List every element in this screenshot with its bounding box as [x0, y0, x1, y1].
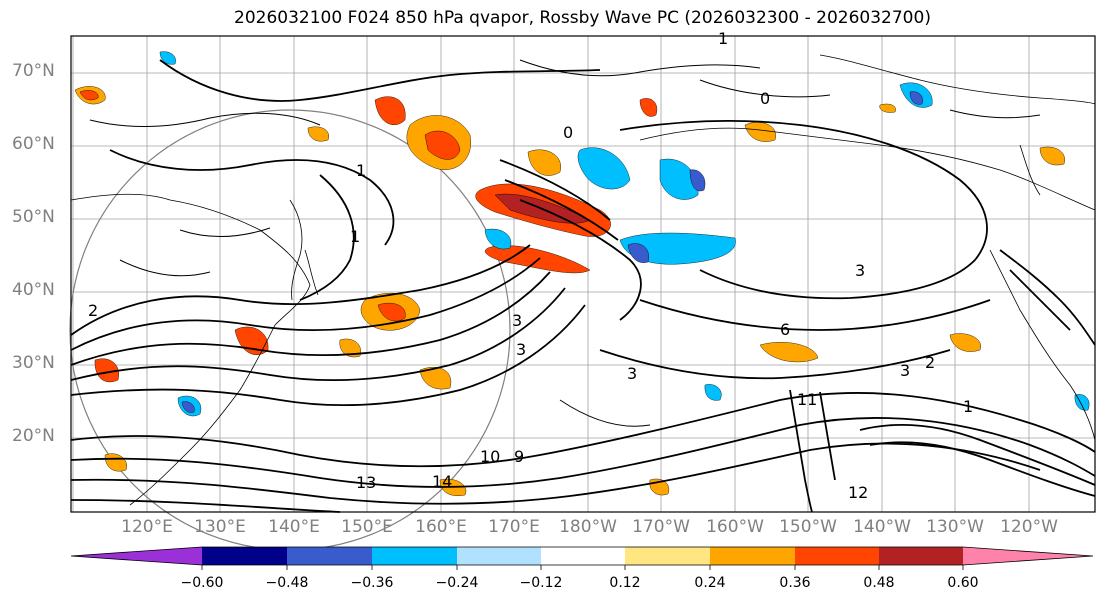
colorbar-tick-label: −0.12	[519, 575, 563, 591]
colorbar-tick-label: 0.24	[694, 575, 726, 591]
lat-label-20n: 20°N	[12, 426, 55, 446]
contour-label: 1	[356, 161, 366, 180]
contour-label: 3	[627, 364, 637, 383]
lon-label: 140°E	[268, 517, 320, 537]
contour-label: 13	[356, 473, 376, 492]
lon-label: 140°W	[853, 517, 911, 537]
colorbar	[70, 546, 1094, 570]
lat-label-70n: 70°N	[12, 61, 55, 81]
positive-anomaly-patches	[74, 86, 1065, 496]
map-title: 2026032100 F024 850 hPa qvapor, Rossby W…	[234, 8, 931, 28]
contour-label: 3	[516, 340, 526, 359]
lon-label: 130°W	[926, 517, 984, 537]
colorbar-segment	[963, 547, 1093, 565]
contour-label: 10	[480, 447, 500, 466]
colorbar-segment	[541, 547, 625, 565]
lon-label: 120°W	[1000, 517, 1058, 537]
colorbar-segment	[457, 547, 541, 565]
contour-label: 2	[925, 353, 935, 372]
contour-label: 0	[563, 123, 573, 142]
colorbar-segment	[202, 547, 287, 565]
colorbar-tick-label: −0.60	[180, 575, 224, 591]
contour-label: 3	[855, 261, 865, 280]
lon-label: 170°E	[488, 517, 540, 537]
lon-label: 120°E	[121, 517, 173, 537]
contour-labels: 1 0 0 1 3 1 3 2 3 6 9 11 10 12 13 14 1 3…	[88, 29, 973, 502]
contour-label: 0	[760, 89, 770, 108]
contour-label: 11	[797, 390, 817, 409]
map-background	[71, 36, 1095, 512]
lon-label: 150°E	[341, 517, 393, 537]
map-frame	[70, 35, 1096, 513]
lat-label-50n: 50°N	[12, 207, 55, 227]
contour-label: 1	[350, 227, 360, 246]
colorbar-segment	[879, 547, 963, 565]
contour-label: 1	[718, 29, 728, 48]
colorbar-segment	[287, 547, 372, 565]
colorbar-segment	[795, 547, 879, 565]
contours	[70, 59, 1096, 513]
colorbar-tick-label: 0.12	[609, 575, 641, 591]
lon-label: 170°W	[632, 517, 690, 537]
colorbar-segment	[372, 547, 457, 565]
lon-label: 160°E	[415, 517, 467, 537]
colorbar-tick-label: 0.48	[863, 575, 895, 591]
lon-label: 160°W	[706, 517, 764, 537]
contour-label: 3	[900, 361, 910, 380]
colorbar-tick-label: −0.36	[350, 575, 394, 591]
colorbar-tick-label: −0.24	[435, 575, 479, 591]
contour-label: 2	[88, 301, 98, 320]
lat-label-60n: 60°N	[12, 134, 55, 154]
lat-label-30n: 30°N	[12, 353, 55, 373]
lon-label: 180°W	[559, 517, 617, 537]
colorbar-tick-label: 0.36	[779, 575, 811, 591]
contour-label: 14	[432, 472, 452, 491]
lon-label: 130°E	[194, 517, 246, 537]
colorbar-tick-label: 0.60	[947, 575, 979, 591]
contour-label: 9	[514, 447, 524, 466]
colorbar-segment	[71, 547, 202, 565]
lat-label-40n: 40°N	[12, 280, 55, 300]
contour-label: 1	[963, 397, 973, 416]
colorbar-segment	[625, 547, 710, 565]
contour-label: 6	[780, 320, 790, 339]
contour-label: 12	[848, 483, 868, 502]
colorbar-segment	[710, 547, 795, 565]
contour-label: 3	[512, 311, 522, 330]
lon-label: 150°W	[779, 517, 837, 537]
thin-contours	[89, 59, 1041, 427]
coastlines	[70, 54, 1096, 506]
colorbar-tick-label: −0.48	[265, 575, 309, 591]
